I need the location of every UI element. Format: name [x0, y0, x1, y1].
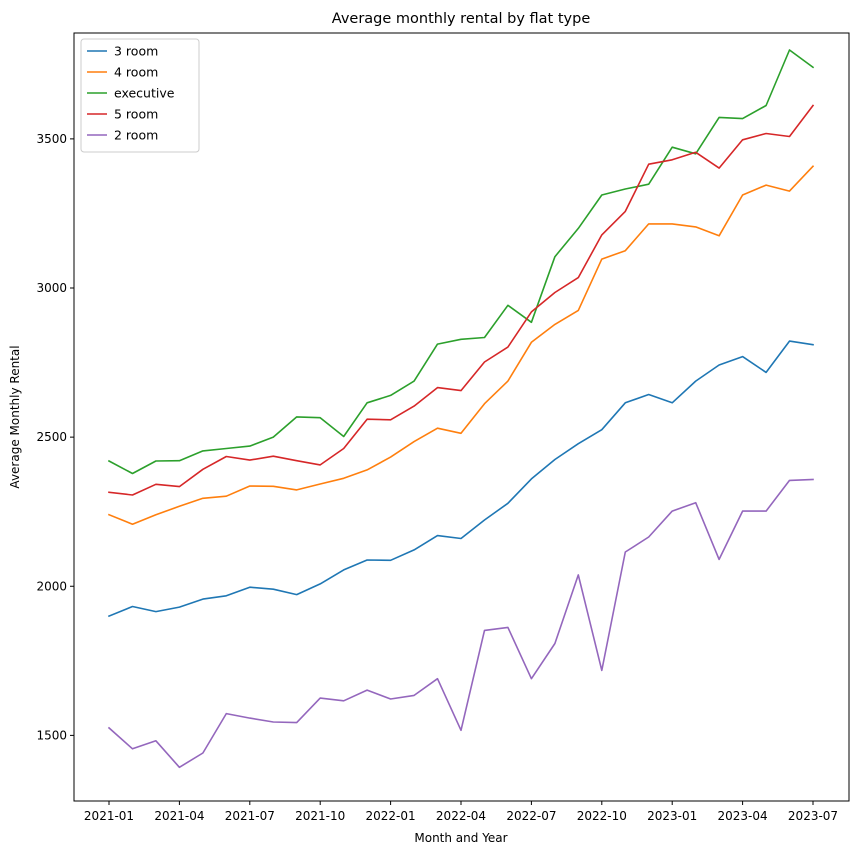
- series-line-executive: [107, 49, 815, 475]
- x-tick-label: 2021-01: [84, 809, 134, 823]
- x-axis: 2021-01 2021-04 2021-07 2021-10 2022-01 2022-…: [84, 801, 838, 823]
- series-line-2-room: [107, 478, 814, 769]
- legend-label: 2 room: [114, 128, 158, 143]
- y-axis: 1500 2000 2500 3000 3500: [36, 132, 74, 742]
- series-line-3-room: [107, 340, 814, 618]
- legend-label: 3 room: [114, 44, 158, 59]
- y-tick-label: 3500: [36, 132, 67, 146]
- legend: 3 room 4 room executive 5 room 2 room: [80, 38, 200, 153]
- legend-label: 4 room: [114, 65, 158, 80]
- legend-label: executive: [114, 86, 175, 101]
- x-tick-label: 2022-01: [366, 809, 416, 823]
- series-line-5-room: [108, 104, 815, 496]
- plot-area: [107, 49, 815, 769]
- chart-title: Average monthly rental by flat type: [332, 11, 591, 27]
- x-tick-label: 2021-07: [225, 809, 275, 823]
- y-tick-label: 3000: [36, 281, 67, 295]
- x-tick-label: 2021-04: [154, 809, 204, 823]
- legend-box: [80, 38, 200, 153]
- y-tick-label: 1500: [36, 728, 67, 742]
- legend-label: 5 room: [114, 107, 158, 122]
- x-axis-title: Month and Year: [414, 831, 507, 845]
- x-tick-label: 2021-10: [295, 809, 345, 823]
- x-tick-label: 2023-07: [788, 809, 838, 823]
- y-axis-title: Average Monthly Rental: [8, 345, 22, 488]
- x-tick-label: 2023-04: [718, 809, 768, 823]
- x-tick-label: 2022-07: [506, 809, 556, 823]
- series-line-4-room: [107, 165, 815, 525]
- x-tick-label: 2022-04: [436, 809, 486, 823]
- x-tick-label: 2022-10: [577, 809, 627, 823]
- y-tick-label: 2500: [36, 430, 67, 444]
- x-tick-label: 2023-01: [647, 809, 697, 823]
- y-tick-label: 2000: [36, 579, 67, 593]
